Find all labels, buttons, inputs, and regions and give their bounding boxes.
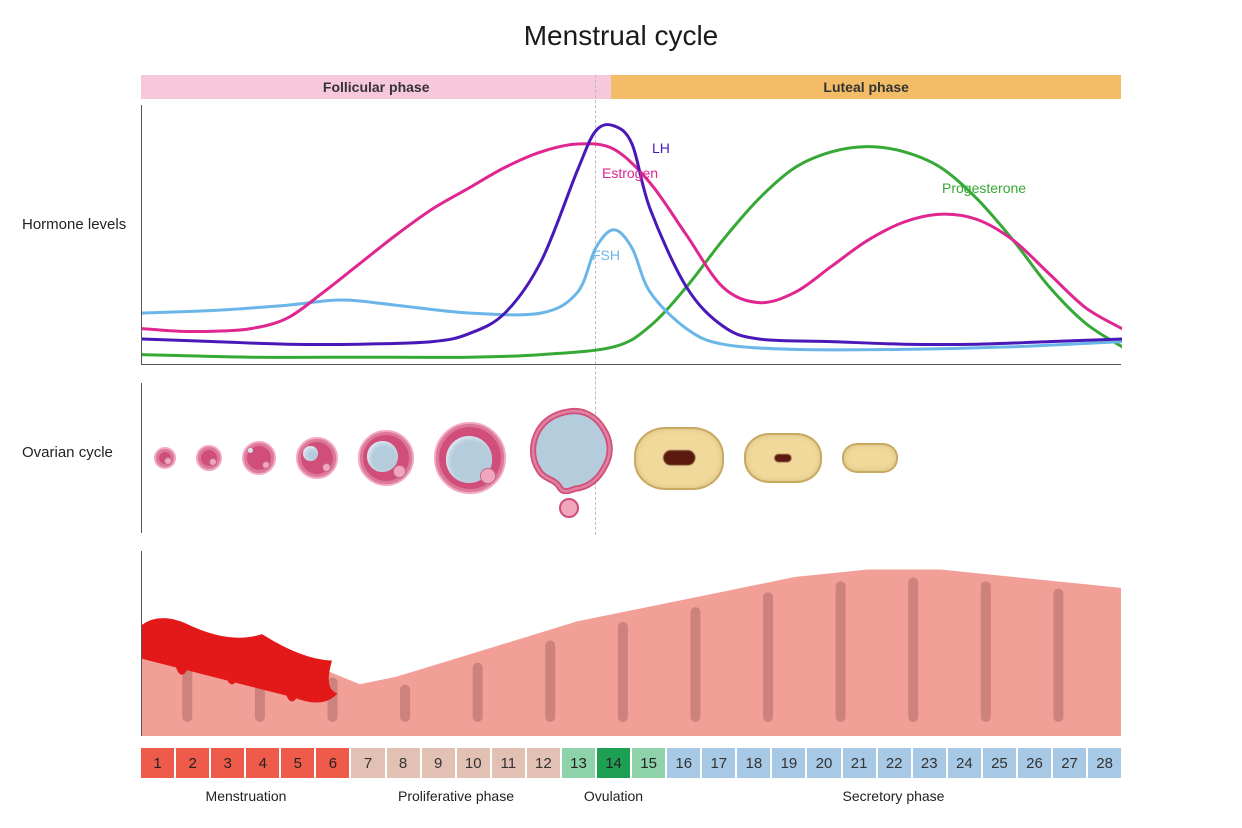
label-ovarian: Ovarian cycle [22, 443, 132, 463]
day-12: 12 [527, 748, 560, 778]
day-11: 11 [492, 748, 525, 778]
day-19: 19 [772, 748, 805, 778]
day-14: 14 [597, 748, 630, 778]
ovarian-stage-7 [526, 406, 614, 510]
phase-luteal-label: Luteal phase [823, 79, 909, 95]
day-20: 20 [807, 748, 840, 778]
phase-label-secretory-phase: Secretory phase [843, 788, 945, 804]
page-title: Menstrual cycle [0, 0, 1242, 52]
day-28: 28 [1088, 748, 1121, 778]
phase-label-menstruation: Menstruation [206, 788, 287, 804]
days-row: 1234567891011121314151617181920212223242… [141, 748, 1121, 778]
day-16: 16 [667, 748, 700, 778]
day-7: 7 [351, 748, 384, 778]
day-5: 5 [281, 748, 314, 778]
day-15: 15 [632, 748, 665, 778]
day-17: 17 [702, 748, 735, 778]
day-2: 2 [176, 748, 209, 778]
day-1: 1 [141, 748, 174, 778]
ovarian-stage-5 [358, 430, 414, 486]
day-9: 9 [422, 748, 455, 778]
day-23: 23 [913, 748, 946, 778]
day-27: 27 [1053, 748, 1086, 778]
phase-bar: Follicular phase Luteal phase [141, 75, 1121, 99]
ovarian-row: Ovarian cycle [141, 383, 1121, 533]
phase-labels-row: Menstruation Proliferative phase Ovulation… [141, 784, 1121, 814]
day-25: 25 [983, 748, 1016, 778]
phase-follicular-label: Follicular phase [323, 79, 430, 95]
hormone-label-progesterone: Progesterone [942, 180, 1026, 196]
day-22: 22 [878, 748, 911, 778]
day-10: 10 [457, 748, 490, 778]
day-13: 13 [562, 748, 595, 778]
day-24: 24 [948, 748, 981, 778]
phase-label-ovulation: Ovulation [584, 788, 643, 804]
hormone-label-fsh: FSH [592, 247, 620, 263]
day-21: 21 [843, 748, 876, 778]
day-8: 8 [387, 748, 420, 778]
phase-follicular: Follicular phase [141, 75, 611, 99]
endometrium-panel: Endometrium layer [141, 551, 1121, 736]
day-18: 18 [737, 748, 770, 778]
label-hormone-levels: Hormone levels [22, 215, 132, 235]
hormone-label-lh: LH [652, 140, 670, 156]
ovarian-stage-6 [434, 422, 506, 494]
ovarian-stage-8 [634, 427, 724, 490]
hormone-line-fsh [142, 230, 1122, 350]
ovarian-stage-4 [296, 437, 338, 479]
hormone-lines-svg [142, 105, 1122, 365]
ovarian-stage-3 [242, 441, 276, 475]
endometrium-svg [142, 551, 1121, 736]
phase-luteal: Luteal phase [611, 75, 1121, 99]
hormone-chart: Hormone levels ProgesteroneFSHEstrogenLH [141, 105, 1121, 365]
day-3: 3 [211, 748, 244, 778]
ovarian-stage-10 [842, 443, 898, 474]
hormone-label-estrogen: Estrogen [602, 165, 658, 181]
ovarian-stage-2 [196, 445, 222, 471]
hormone-line-lh [142, 125, 1122, 345]
diagram-container: Follicular phase Luteal phase Hormone le… [141, 75, 1121, 814]
phase-label-proliferative-phase: Proliferative phase [398, 788, 514, 804]
day-6: 6 [316, 748, 349, 778]
ovarian-stage-1 [154, 447, 176, 469]
day-26: 26 [1018, 748, 1051, 778]
ovarian-stage-9 [744, 433, 822, 484]
day-4: 4 [246, 748, 279, 778]
